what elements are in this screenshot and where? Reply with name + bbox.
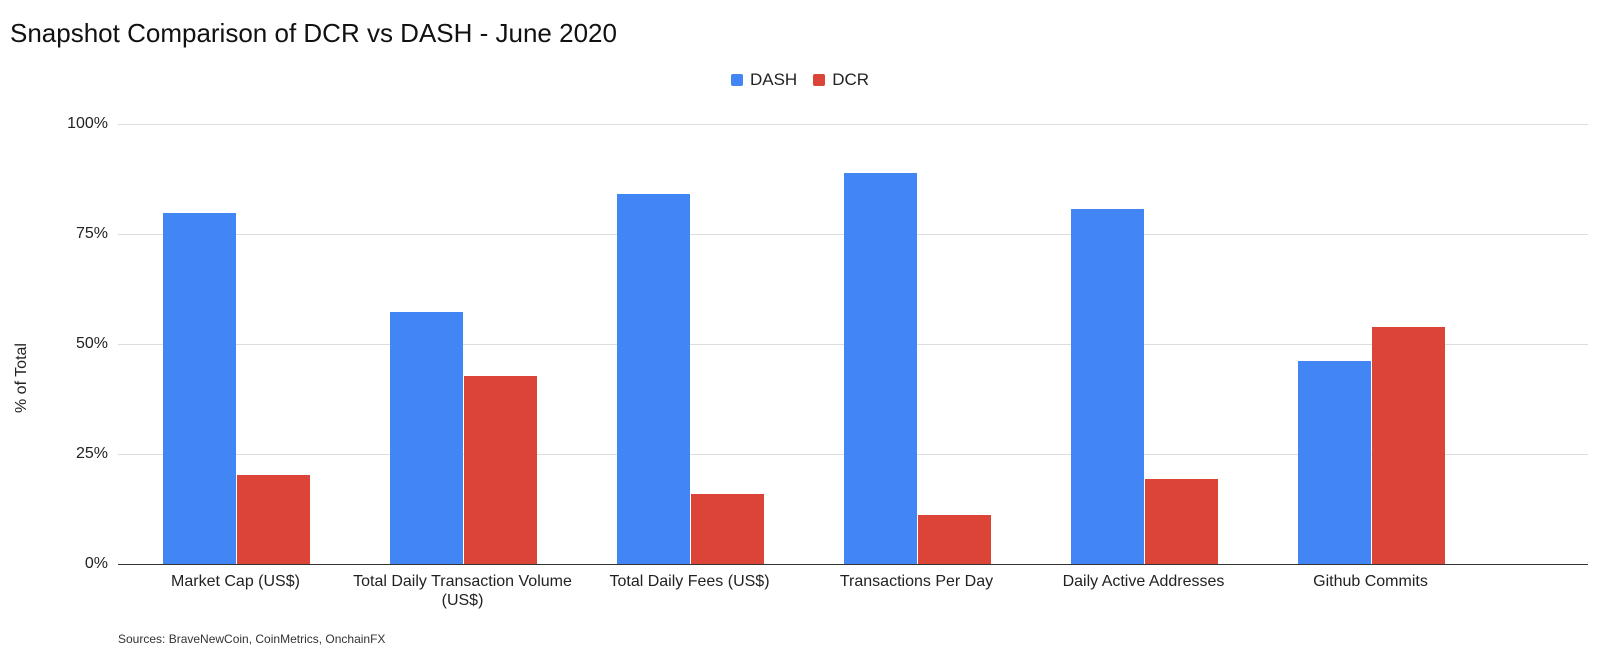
legend-swatch-dash xyxy=(730,74,743,86)
bar-dcr[interactable] xyxy=(690,494,764,564)
bar-dash[interactable] xyxy=(1070,208,1144,564)
y-tick-label: 50% xyxy=(75,335,108,352)
bar-dash[interactable] xyxy=(1297,361,1371,564)
bar-dcr[interactable] xyxy=(1371,326,1445,564)
chart-title: Snapshot Comparison of DCR vs DASH - Jun… xyxy=(10,18,617,48)
bar-dash[interactable] xyxy=(389,311,463,564)
legend-swatch-dcr xyxy=(813,74,826,86)
x-tick-label: Market Cap (US$) xyxy=(171,573,300,590)
y-tick-label: 25% xyxy=(75,445,108,462)
bar-dcr[interactable] xyxy=(236,475,310,564)
bar-dcr[interactable] xyxy=(917,515,991,564)
bar-dash[interactable] xyxy=(616,193,690,564)
x-tick-label: Github Commits xyxy=(1313,573,1428,590)
legend-label-dash: DASH xyxy=(749,70,798,89)
legend: DASH DCR xyxy=(0,70,1600,90)
y-tick-label: 0% xyxy=(84,555,108,572)
x-tick-label: Total Daily Fees (US$) xyxy=(609,573,770,590)
y-tick-label: 100% xyxy=(67,115,108,132)
x-tick-label: Total Daily Transaction Volume (US$) xyxy=(353,573,572,609)
gridline xyxy=(118,124,1588,125)
y-axis-label: % of Total xyxy=(13,343,30,413)
legend-label-dcr: DCR xyxy=(832,70,870,89)
y-tick-label: 75% xyxy=(75,225,108,242)
gridline xyxy=(118,564,1588,565)
bar-dash[interactable] xyxy=(162,212,236,564)
legend-item-dcr[interactable]: DCR xyxy=(813,70,869,90)
x-tick-label: Daily Active Addresses xyxy=(1062,573,1225,590)
legend-item-dash[interactable]: DASH xyxy=(730,70,798,90)
bar-dcr[interactable] xyxy=(463,376,537,564)
source-note: Sources: BraveNewCoin, CoinMetrics, Onch… xyxy=(118,632,386,646)
x-tick-label: Transactions Per Day xyxy=(839,573,994,590)
bar-dcr[interactable] xyxy=(1144,479,1218,564)
bar-dash[interactable] xyxy=(843,172,917,564)
